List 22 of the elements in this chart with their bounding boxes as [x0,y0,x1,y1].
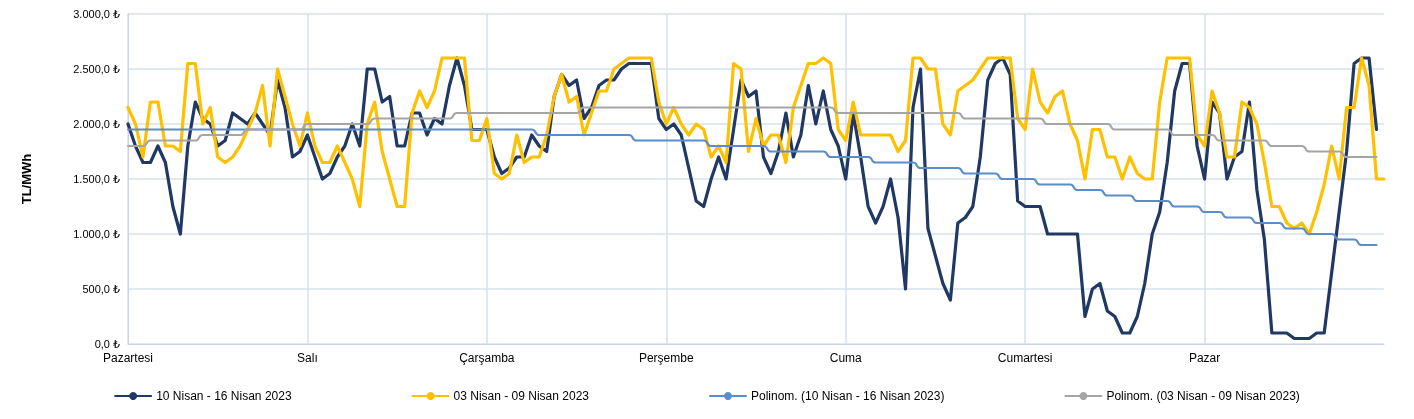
y-tick-label: 500,0 ₺ [82,283,120,295]
legend-label: 10 Nisan - 16 Nisan 2023 [156,389,292,403]
line-series [126,56,1386,236]
line-series [127,128,1378,246]
x-tick-label: Pazar [1188,351,1221,365]
y-tick-label: 1.500,0 ₺ [73,173,120,185]
line-series [127,106,1378,158]
legend-label: Polinom. (10 Nisan - 16 Nisan 2023) [750,389,945,403]
x-tick-label: Cuma [829,351,863,365]
y-tick-label: 1.000,0 ₺ [73,228,120,240]
y-tick-label: 3.000,0 ₺ [73,8,120,20]
y-axis-title: TL/MWh [19,153,34,205]
legend-label: Polinom. (03 Nisan - 09 Nisan 2023) [1106,389,1300,403]
x-tick-label: Pazartesi [102,351,154,365]
x-tick-label: Perşembe [638,351,694,365]
x-tick-label: Cumartesi [997,351,1053,365]
y-tick-label: 2.000,0 ₺ [73,118,120,130]
x-tick-label: Salı [297,351,318,365]
legend-label: 03 Nisan - 09 Nisan 2023 [453,389,590,403]
y-tick-label: 2.500,0 ₺ [73,63,120,75]
x-tick-label: Çarşamba [459,351,515,365]
y-tick-label: 0,0 ₺ [94,338,120,350]
